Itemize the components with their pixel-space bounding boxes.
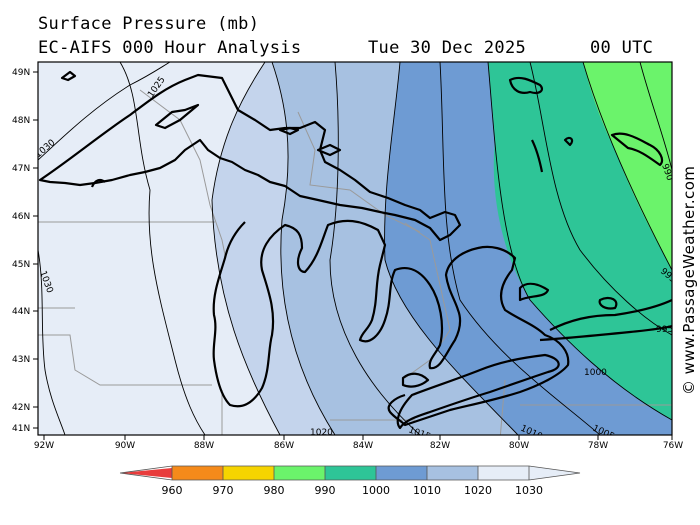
valid-date: Tue 30 Dec 2025 [368, 38, 527, 58]
lat-label: 42N [12, 403, 30, 413]
legend-tick: 960 [162, 484, 183, 497]
legend-tick: 980 [264, 484, 285, 497]
lon-label: 86W [274, 441, 294, 451]
isobar-label: 1010 [519, 424, 544, 443]
isobars [38, 62, 672, 435]
latitude-ticks [33, 71, 38, 429]
lat-label: 48N [12, 116, 30, 126]
legend-tick: 970 [213, 484, 234, 497]
legend-swatch [376, 466, 427, 480]
legend-tick: 1020 [464, 484, 492, 497]
legend-swatch [274, 466, 325, 480]
legend-tick: 1000 [362, 484, 390, 497]
model-run-label: EC-AIFS 000 Hour Analysis [38, 38, 302, 58]
map-frame [37, 61, 673, 436]
legend-swatch [223, 466, 274, 480]
lon-label: 80W [509, 441, 529, 451]
legend-tick: 1030 [515, 484, 543, 497]
valid-time: 00 UTC [590, 38, 654, 58]
isobar-label: 1015 [407, 425, 432, 442]
longitude-ticks [43, 435, 673, 440]
chart-title: Surface Pressure (mb) [38, 14, 260, 34]
state-borders [38, 89, 672, 435]
lat-label: 41N [12, 424, 30, 434]
coastlines [38, 70, 672, 430]
lon-label: 82W [430, 441, 450, 451]
lon-label: 84W [353, 441, 373, 451]
legend-swatch [172, 466, 223, 480]
pressure-field: 1025 1030 1030 1020 1015 1010 1005 1000 … [38, 62, 673, 443]
lon-label: 90W [115, 441, 135, 451]
pressure-band-995 [583, 62, 672, 270]
isobar-label: 1000 [584, 368, 607, 378]
legend-tick: 1010 [413, 484, 441, 497]
lat-label: 43N [12, 355, 30, 365]
legend-swatch [427, 466, 478, 480]
legend-tick: 990 [315, 484, 336, 497]
lon-label: 78W [588, 441, 608, 451]
legend-swatch [325, 466, 376, 480]
lon-label: 92W [34, 441, 54, 451]
lat-label: 49N [12, 68, 30, 78]
lon-label: 88W [194, 441, 214, 451]
color-legend: 960 970 980 990 1000 1010 1020 1030 [119, 465, 581, 497]
lon-label: 76W [663, 441, 683, 451]
lat-label: 45N [12, 260, 30, 270]
lat-label: 44N [12, 307, 30, 317]
isobar-label: 1020 [310, 428, 333, 438]
lat-label: 46N [12, 212, 30, 222]
isobar-label: 1005 [591, 424, 616, 443]
isobar-label: 995 [656, 325, 673, 335]
copyright-watermark: © www.PassageWeather.com [680, 165, 698, 395]
latitude-labels: 49N 48N 47N 46N 45N 44N 43N 42N 41N [12, 68, 30, 434]
longitude-labels: 92W 90W 88W 86W 84W 82W 80W 78W 76W [34, 441, 683, 451]
legend-swatch [120, 468, 172, 478]
lat-label: 47N [12, 164, 30, 174]
